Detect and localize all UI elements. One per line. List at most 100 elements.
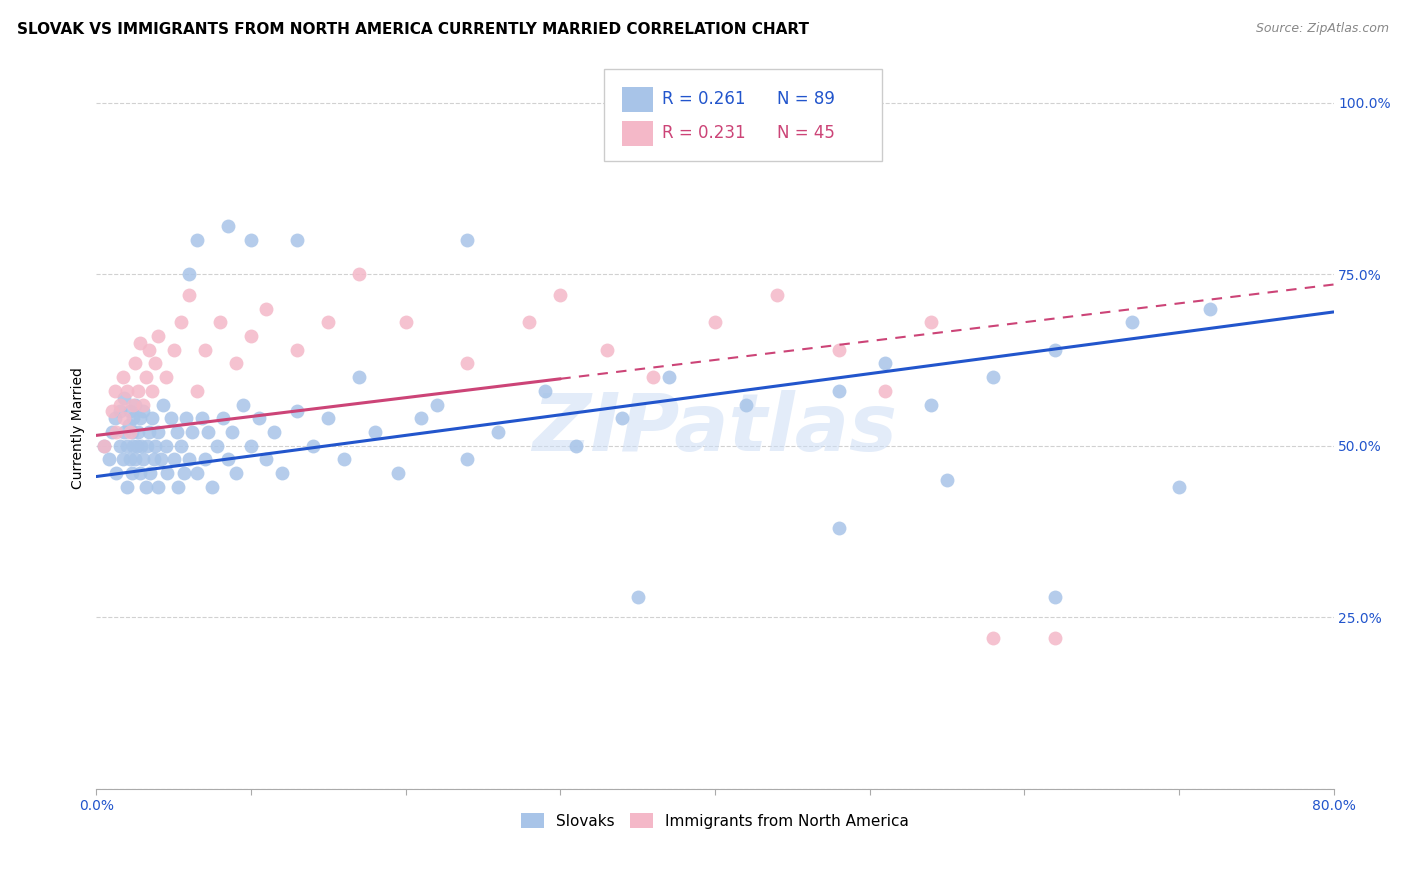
Point [173,466,195,480]
Legend: Slovaks, Immigrants from North America: Slovaks, Immigrants from North America [515,806,915,835]
Point [124,398,146,412]
Point [221,425,243,439]
Point [564,439,586,453]
Point [125,439,148,453]
Point [610,411,633,425]
Point [240,439,263,453]
Point [387,466,409,480]
Point [139,466,162,480]
Point [111,452,134,467]
Text: N = 45: N = 45 [776,124,835,143]
Point [426,398,449,412]
Point [120,404,142,418]
Point [101,404,124,418]
Point [240,233,263,247]
Point [141,384,163,398]
Point [129,439,152,453]
Point [1121,315,1143,329]
Point [93,439,115,453]
Point [981,370,1004,384]
Point [333,452,356,467]
Point [364,425,387,439]
Text: ZIPatlas: ZIPatlas [533,390,897,467]
Point [101,425,124,439]
Text: R = 0.261: R = 0.261 [662,90,745,109]
Point [112,411,135,425]
Point [135,370,157,384]
Point [104,411,127,425]
Point [179,288,201,302]
Point [128,335,150,350]
Point [111,370,134,384]
Point [105,466,128,480]
Point [533,384,555,398]
Point [186,384,208,398]
Point [657,370,679,384]
Point [457,233,479,247]
Point [120,425,142,439]
Point [287,233,309,247]
Point [240,329,263,343]
Point [1043,631,1066,645]
Point [163,343,186,357]
Point [194,452,217,467]
Point [104,384,127,398]
Point [457,356,479,370]
Point [595,343,617,357]
Point [132,452,155,467]
Point [121,466,143,480]
Point [121,425,143,439]
Point [186,233,208,247]
Text: Source: ZipAtlas.com: Source: ZipAtlas.com [1256,22,1389,36]
Point [93,439,115,453]
Point [318,411,340,425]
Point [318,315,340,329]
Point [150,452,173,467]
Point [225,466,247,480]
Point [124,356,146,370]
Point [143,439,166,453]
Point [457,452,479,467]
Point [271,466,294,480]
Point [190,411,212,425]
Point [155,370,177,384]
Point [548,288,571,302]
Point [263,425,285,439]
Point [411,411,433,425]
Point [179,452,201,467]
Point [287,404,309,418]
Point [287,343,309,357]
Point [256,452,278,467]
Point [209,315,232,329]
Y-axis label: Currently Married: Currently Married [72,368,86,490]
Point [170,315,193,329]
FancyBboxPatch shape [621,120,652,146]
Point [1043,343,1066,357]
Text: R = 0.231: R = 0.231 [662,124,745,143]
Point [217,452,239,467]
Point [148,480,170,494]
Point [159,411,181,425]
Point [981,631,1004,645]
Point [1043,590,1066,604]
Point [212,411,235,425]
Point [873,384,896,398]
Point [217,219,239,234]
Point [247,411,270,425]
Point [827,521,849,535]
Point [201,480,224,494]
Text: N = 89: N = 89 [776,90,835,109]
Point [349,370,371,384]
Point [194,343,217,357]
Point [174,411,197,425]
Point [112,391,135,405]
Point [302,439,325,453]
Point [827,343,849,357]
Point [395,315,418,329]
Point [118,418,141,433]
Point [148,329,170,343]
Point [117,384,139,398]
Point [765,288,787,302]
Point [163,452,186,467]
Point [112,425,135,439]
